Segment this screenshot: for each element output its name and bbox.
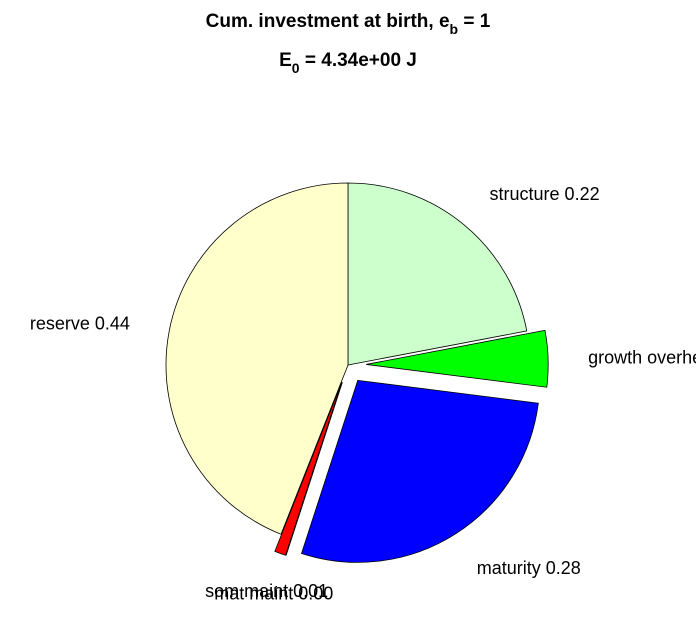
slice-label: structure 0.22 — [490, 184, 600, 204]
pie-slice — [366, 329, 549, 388]
title-subscript: b — [450, 21, 459, 37]
title-text: Cum. investment at birth, e — [206, 11, 450, 32]
chart-subtitle: E0 = 4.34e+00 J — [279, 50, 417, 76]
slice-label: maturity 0.28 — [477, 558, 581, 578]
subtitle-suffix: = 4.34e+00 J — [300, 50, 417, 71]
pie-slice — [301, 379, 539, 563]
pie-slice — [274, 381, 343, 556]
slice-label: mat maint 0.00 — [214, 583, 333, 603]
subtitle-subscript: 0 — [292, 60, 300, 76]
pie-slice — [285, 382, 343, 556]
pie-slice — [347, 182, 528, 366]
pie-slice — [165, 182, 349, 535]
slice-label: growth overhead 0.05 — [588, 347, 696, 367]
chart-title: Cum. investment at birth, eb = 1 — [206, 11, 491, 37]
slice-label: reserve 0.44 — [30, 313, 130, 333]
subtitle-text: E — [279, 50, 292, 71]
slice-label: som maint 0.01 — [205, 581, 328, 601]
title-suffix: = 1 — [458, 11, 491, 32]
